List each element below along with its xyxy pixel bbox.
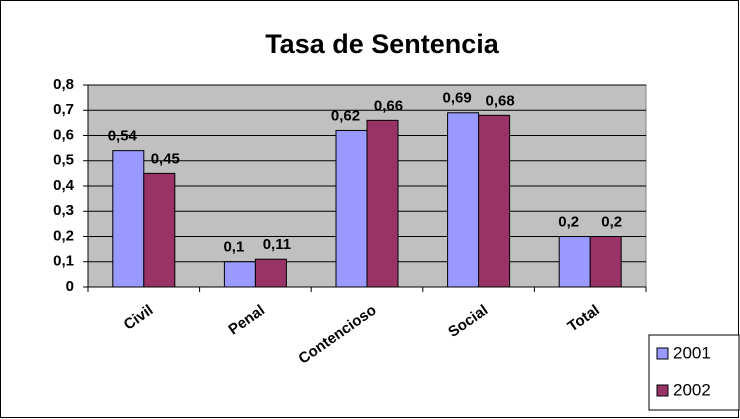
data-label: 0,54 <box>108 128 138 145</box>
bar <box>366 119 399 288</box>
y-tick-label: 0,2 <box>53 227 74 244</box>
y-tick-label: 0,3 <box>53 202 74 219</box>
data-label: 0,45 <box>151 150 180 167</box>
data-label: 0,69 <box>442 90 471 107</box>
data-label: 0,1 <box>223 239 244 256</box>
legend-swatch <box>656 347 669 360</box>
legend-label: 2001 <box>673 343 711 362</box>
y-tick-label: 0,4 <box>53 177 75 194</box>
data-label: 0,11 <box>263 236 291 253</box>
legend-swatch <box>656 384 669 397</box>
bar <box>447 112 480 288</box>
data-label: 0,2 <box>558 213 579 230</box>
bar <box>478 114 511 288</box>
bar <box>558 236 591 288</box>
y-tick-label: 0,8 <box>53 76 74 93</box>
y-tick-label: 0 <box>66 278 74 295</box>
data-label: 0,62 <box>331 107 360 124</box>
chart-title: Tasa de Sentencia <box>265 29 500 59</box>
bar <box>112 150 145 288</box>
y-tick-label: 0,6 <box>53 126 74 143</box>
bar <box>223 261 256 288</box>
y-tick-label: 0,1 <box>53 253 74 270</box>
bar <box>254 258 287 288</box>
y-tick-label: 0,5 <box>53 152 74 169</box>
data-label: 0,66 <box>374 97 403 114</box>
data-label: 0,68 <box>485 92 514 109</box>
bar <box>589 236 622 288</box>
data-label: 0,2 <box>601 213 622 230</box>
legend-label: 2002 <box>673 380 711 399</box>
y-tick-label: 0,7 <box>53 101 74 118</box>
bar <box>143 172 176 288</box>
bar <box>335 129 368 288</box>
